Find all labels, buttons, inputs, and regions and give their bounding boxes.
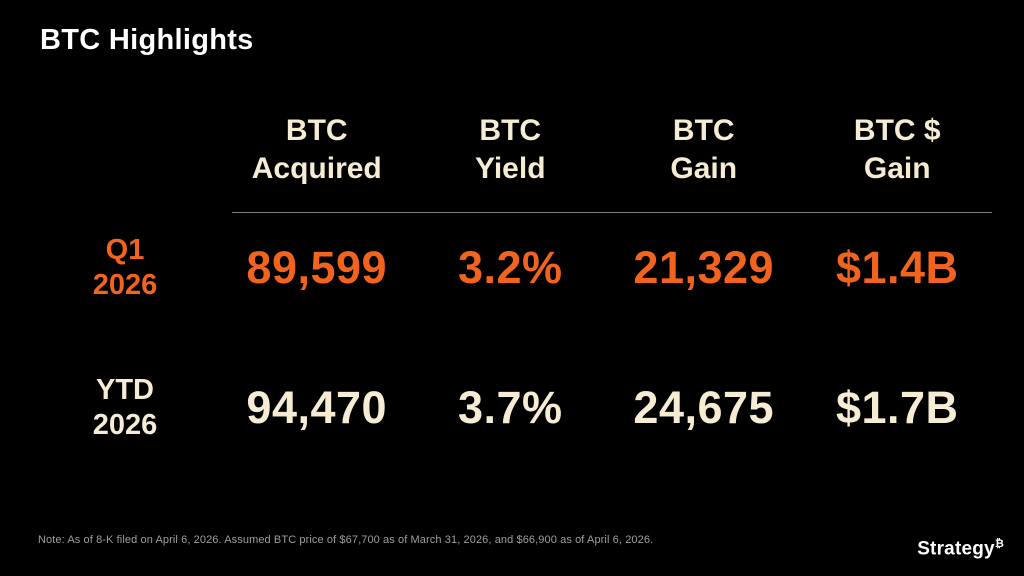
- strategy-logo-wordmark: Strategy: [917, 538, 995, 560]
- row-label-q1-2026: Q1 2026: [30, 233, 220, 303]
- header-divider-line: [232, 212, 992, 213]
- column-header-btc-dollar-gain: BTC $ Gain: [801, 112, 995, 187]
- table-row-q1-2026: Q1 2026 89,599 3.2% 21,329 $1.4B: [30, 228, 994, 308]
- header-line: Gain: [670, 151, 738, 185]
- page-title: BTC Highlights: [40, 24, 254, 56]
- cell-ytd-btc-dollar-gain: $1.7B: [835, 382, 959, 433]
- footnote-text: Note: As of 8-K filed on April 6, 2026. …: [38, 534, 654, 546]
- table-header-row: BTC Acquired BTC Yield BTC Gain BTC $ Ga…: [30, 112, 994, 187]
- header-line: Acquired: [251, 151, 382, 185]
- header-line: BTC: [479, 114, 542, 147]
- row-label-line: YTD: [96, 374, 154, 407]
- cell-ytd-btc-gain: 24,675: [633, 382, 775, 433]
- cell-q1-btc-dollar-gain: $1.4B: [835, 242, 959, 293]
- cell-ytd-btc-yield: 3.7%: [457, 382, 563, 433]
- header-line: BTC $: [853, 114, 941, 147]
- bitcoin-icon: ₿: [994, 537, 1004, 550]
- row-label-line: 2026: [92, 409, 158, 441]
- column-header-btc-acquired: BTC Acquired: [220, 112, 414, 187]
- header-line: BTC: [285, 114, 348, 147]
- cell-ytd-btc-acquired: 94,470: [246, 382, 388, 433]
- table-row-ytd-2026: YTD 2026 94,470 3.7% 24,675 $1.7B: [30, 368, 994, 448]
- cell-q1-btc-gain: 21,329: [633, 242, 775, 293]
- header-line: Gain: [863, 151, 931, 185]
- row-label-line: Q1: [105, 234, 145, 267]
- row-label-ytd-2026: YTD 2026: [30, 373, 220, 443]
- header-line: Yield: [474, 151, 546, 185]
- cell-q1-btc-acquired: 89,599: [246, 242, 388, 293]
- strategy-logo: Strategy₿: [917, 537, 1004, 560]
- header-line: BTC: [672, 114, 735, 147]
- column-header-btc-yield: BTC Yield: [414, 112, 608, 187]
- row-label-line: 2026: [92, 269, 158, 301]
- column-header-btc-gain: BTC Gain: [607, 112, 801, 187]
- cell-q1-btc-yield: 3.2%: [457, 242, 563, 293]
